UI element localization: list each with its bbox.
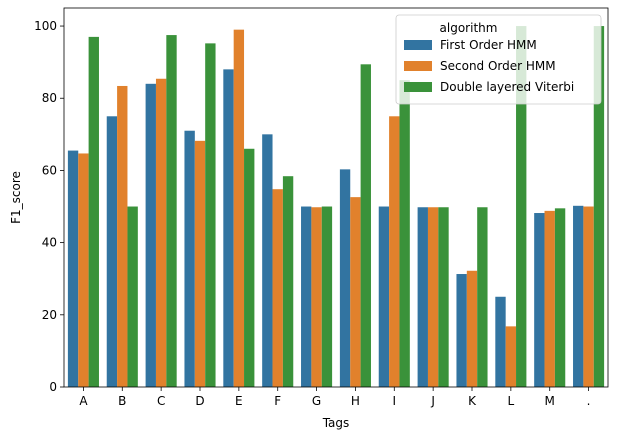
y-tick-label: 60 <box>42 163 57 177</box>
bar-second-order-hmm-13 <box>544 210 555 387</box>
x-tick-label: I <box>393 394 397 408</box>
legend-title: algorithm <box>440 21 498 35</box>
bar-double-layered-viterbi-14 <box>593 26 605 388</box>
x-tick-label: C <box>157 394 165 408</box>
y-tick-label: 100 <box>34 19 57 33</box>
bar-double-layered-viterbi-1 <box>88 36 99 387</box>
bar-second-order-hmm-1 <box>78 153 89 387</box>
bar-double-layered-viterbi-10 <box>438 207 449 387</box>
legend-swatch <box>404 40 432 50</box>
bar-second-order-hmm-4 <box>194 140 206 387</box>
y-tick-label: 0 <box>49 380 57 394</box>
x-tick-label: H <box>351 394 360 408</box>
bar-double-layered-viterbi-6 <box>282 176 294 387</box>
x-tick-label: M <box>545 394 555 408</box>
plot-frame <box>63 7 609 388</box>
bar-double-layered-viterbi-9 <box>399 80 410 387</box>
bar-first-order-hmm-14 <box>573 205 584 387</box>
bar-double-layered-viterbi-11 <box>477 207 488 387</box>
x-tick-label: . <box>587 394 591 408</box>
legend-swatch <box>404 82 432 92</box>
bar-first-order-hmm-3 <box>145 83 156 388</box>
legend-box <box>395 14 602 105</box>
bar-second-order-hmm-2 <box>117 85 128 387</box>
y-tick-label: 40 <box>42 236 57 250</box>
bar-first-order-hmm-2 <box>106 116 118 387</box>
x-tick-label: B <box>118 394 126 408</box>
x-tick-label: L <box>508 394 515 408</box>
bar-double-layered-viterbi-2 <box>127 206 138 387</box>
bar-first-order-hmm-6 <box>262 134 273 387</box>
bar-first-order-hmm-11 <box>456 274 467 387</box>
bar-double-layered-viterbi-12 <box>516 26 527 388</box>
bar-second-order-hmm-5 <box>233 29 245 387</box>
bar-double-layered-viterbi-8 <box>360 64 371 387</box>
bar-double-layered-viterbi-5 <box>244 148 255 387</box>
x-tick-label: G <box>312 394 321 408</box>
bar-second-order-hmm-7 <box>311 207 322 387</box>
bar-first-order-hmm-5 <box>223 69 234 388</box>
bar-second-order-hmm-6 <box>272 189 283 387</box>
x-tick-label: F <box>274 394 281 408</box>
bar-first-order-hmm-1 <box>67 150 79 387</box>
legend-entry: First Order HMM <box>440 38 537 52</box>
legend-entry: Double layered Viterbi <box>440 80 574 94</box>
y-axis-label: F1_score <box>9 171 23 224</box>
x-tick-label: E <box>235 394 243 408</box>
bar-second-order-hmm-11 <box>466 270 478 387</box>
bar-first-order-hmm-7 <box>301 206 312 387</box>
bar-double-layered-viterbi-13 <box>554 208 566 387</box>
legend-swatch <box>404 61 432 71</box>
bar-first-order-hmm-12 <box>495 296 506 387</box>
bar-second-order-hmm-10 <box>427 207 439 387</box>
x-tick-label: A <box>79 394 88 408</box>
bar-first-order-hmm-13 <box>534 213 545 387</box>
bar-second-order-hmm-12 <box>505 326 517 387</box>
bar-second-order-hmm-14 <box>583 206 594 387</box>
bar-double-layered-viterbi-7 <box>321 206 333 387</box>
bar-second-order-hmm-8 <box>350 197 361 387</box>
x-tick-label: J <box>430 394 435 408</box>
bar-first-order-hmm-9 <box>378 206 390 387</box>
x-tick-label: K <box>468 394 477 408</box>
bar-first-order-hmm-10 <box>417 207 428 387</box>
bar-double-layered-viterbi-3 <box>166 35 177 387</box>
x-axis-label: Tags <box>322 416 350 430</box>
bar-first-order-hmm-8 <box>339 169 351 387</box>
legend-entry: Second Order HMM <box>440 59 556 73</box>
x-tick-label: D <box>195 394 204 408</box>
bar-second-order-hmm-9 <box>389 116 400 387</box>
bar-double-layered-viterbi-4 <box>205 43 216 388</box>
bar-second-order-hmm-3 <box>155 78 167 387</box>
bar-first-order-hmm-4 <box>184 130 195 387</box>
y-tick-label: 20 <box>42 308 57 322</box>
y-tick-label: 80 <box>42 91 57 105</box>
